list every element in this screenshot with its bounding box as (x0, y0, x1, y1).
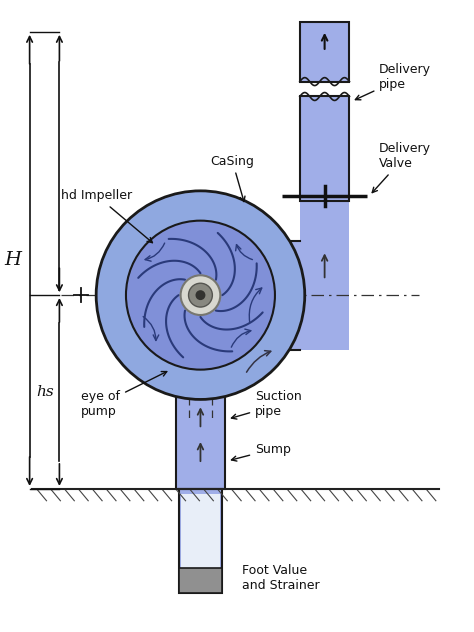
Text: CaSing: CaSing (210, 155, 254, 202)
Circle shape (189, 283, 212, 307)
Text: Suction
pipe: Suction pipe (231, 391, 302, 419)
Text: Sump: Sump (231, 442, 291, 461)
Text: H: H (5, 252, 22, 269)
Polygon shape (181, 494, 220, 568)
Text: hd Impeller: hd Impeller (62, 190, 153, 243)
Circle shape (181, 276, 220, 315)
Circle shape (195, 290, 205, 300)
Polygon shape (300, 97, 349, 201)
Circle shape (126, 221, 275, 370)
Text: hs: hs (36, 385, 55, 399)
Polygon shape (300, 22, 349, 82)
Polygon shape (179, 568, 222, 593)
Text: eye of
pump: eye of pump (81, 372, 167, 418)
Polygon shape (179, 489, 222, 593)
Text: Delivery
Valve: Delivery Valve (372, 142, 431, 193)
Text: Foot Value
and Strainer: Foot Value and Strainer (242, 564, 320, 592)
Polygon shape (176, 380, 225, 489)
Text: Delivery
pipe: Delivery pipe (356, 63, 431, 100)
Polygon shape (285, 241, 300, 349)
Circle shape (96, 191, 305, 399)
Polygon shape (300, 201, 349, 349)
